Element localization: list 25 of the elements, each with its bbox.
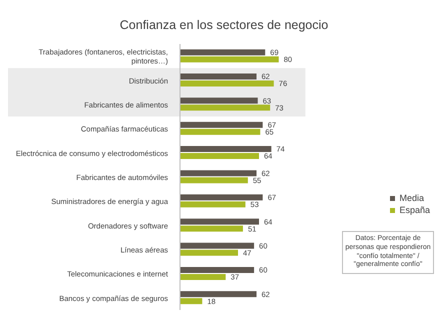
bar xyxy=(180,153,259,160)
chart-title: Confianza en los sectores de negocio xyxy=(118,17,330,34)
legend-label: España xyxy=(398,204,430,216)
bar xyxy=(180,56,279,62)
bar xyxy=(180,250,238,256)
bar xyxy=(180,80,274,86)
bar xyxy=(180,122,263,128)
bar xyxy=(180,170,257,176)
bar xyxy=(180,194,263,200)
bar xyxy=(180,49,266,56)
bar xyxy=(180,291,257,298)
bar xyxy=(180,177,248,184)
bar xyxy=(180,226,243,232)
bar xyxy=(180,274,226,280)
bar xyxy=(180,218,259,225)
bar xyxy=(180,98,258,104)
bar xyxy=(180,146,272,152)
bar xyxy=(180,128,260,135)
bar xyxy=(180,266,254,273)
bar xyxy=(180,74,257,80)
bar xyxy=(180,242,254,249)
bar xyxy=(180,201,246,208)
legend-label: Media xyxy=(398,192,425,204)
bar xyxy=(180,104,270,111)
bar xyxy=(180,298,202,304)
